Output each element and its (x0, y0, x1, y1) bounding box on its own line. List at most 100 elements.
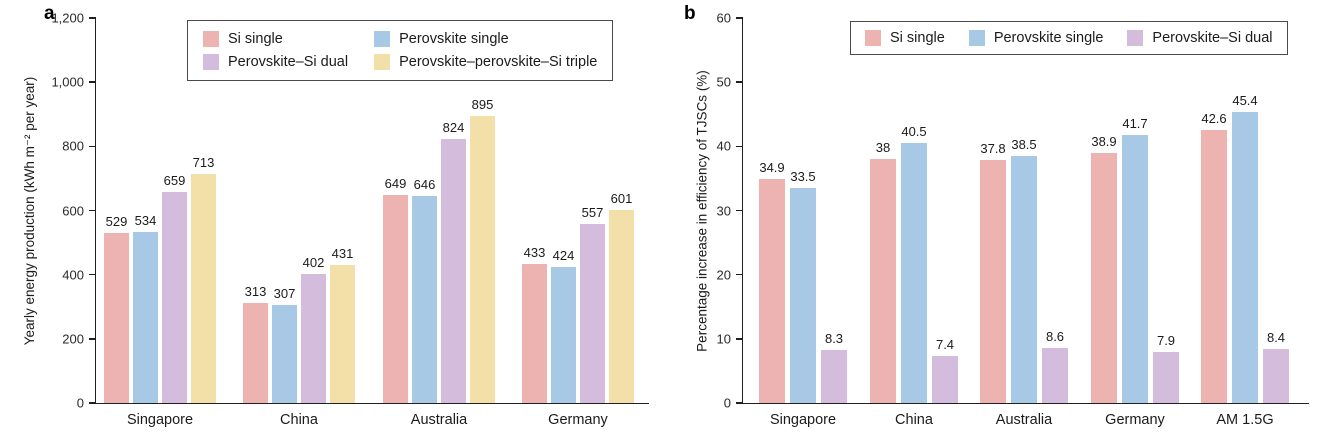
bar-value-label: 38.5 (1011, 136, 1037, 152)
y-tick-label: 50 (716, 74, 731, 90)
category-label: Australia (995, 412, 1053, 428)
bar-value-label: 646 (413, 176, 436, 192)
y-tick-mark (89, 402, 96, 404)
bar (243, 302, 268, 403)
panel-b-letter: b (684, 3, 696, 24)
legend-swatch (203, 31, 219, 47)
bar-value-label: 40.5 (901, 124, 927, 140)
category-label: China (895, 412, 933, 428)
bar-value-label: 557 (581, 205, 604, 221)
category-label: Germany (1105, 412, 1165, 428)
panel-a: a Yearly energy production (kWh m⁻² per … (22, 3, 649, 428)
panel-b-legend: Si single Perovskite single Perovskite–Si … (850, 21, 1288, 55)
bar-value-label: 433 (523, 245, 546, 261)
y-tick-label: 1,200 (51, 10, 84, 26)
bar (759, 179, 785, 403)
bar-value-label: 431 (331, 245, 354, 261)
bar (1011, 155, 1037, 403)
legend-item: Perovskite–Si dual (1127, 30, 1273, 46)
bar (133, 231, 158, 403)
bar-value-label: 534 (134, 212, 157, 228)
bar-value-label: 895 (471, 96, 494, 112)
y-tick-label: 30 (716, 203, 731, 218)
legend-swatch (1127, 30, 1144, 46)
panel-a-y-axis-title: Yearly energy production (kWh m⁻² per ye… (22, 76, 37, 345)
bar-value-label: 313 (244, 283, 267, 299)
bar-value-label: 45.4 (1232, 92, 1258, 108)
bar (470, 115, 495, 403)
y-tick-label: 20 (716, 267, 731, 283)
category-label: China (280, 412, 318, 428)
legend-swatch (374, 31, 391, 47)
legend-swatch (203, 54, 219, 70)
bar (1201, 129, 1227, 403)
y-tick-mark (736, 209, 743, 212)
bar-value-label: 424 (552, 247, 575, 263)
y-tick-mark (89, 273, 96, 276)
category-label: AM 1.5G (1216, 412, 1274, 428)
y-tick-label: 400 (62, 267, 84, 283)
y-tick-mark (736, 273, 743, 276)
bar-value-label: 7.9 (1156, 333, 1176, 349)
legend-label: Perovskite single (399, 31, 509, 47)
bar-value-label: 38.9 (1091, 134, 1117, 150)
bar (1263, 349, 1289, 403)
bar (980, 160, 1006, 403)
bar-value-label: 33.5 (790, 169, 816, 185)
bar-value-label: 37.8 (980, 141, 1006, 157)
y-tick-label: 600 (62, 203, 84, 218)
legend-label: Si single (890, 30, 945, 46)
legend-label: Perovskite–perovskite–Si triple (399, 54, 598, 70)
legend-item: Si single (865, 30, 945, 46)
bar (104, 233, 129, 403)
bar-value-label: 8.3 (824, 330, 844, 346)
bar (901, 143, 927, 403)
y-tick-mark (89, 81, 96, 83)
bar (272, 304, 297, 403)
legend-item: Perovskite single (374, 31, 597, 47)
bar (1153, 352, 1179, 403)
bar (522, 264, 547, 403)
y-tick-mark (89, 145, 96, 148)
y-tick-mark (736, 338, 743, 340)
bar-value-label: 34.9 (759, 160, 785, 176)
bar (383, 194, 408, 403)
bar (551, 266, 576, 403)
y-tick-mark (736, 17, 743, 19)
legend-item: Perovskite single (968, 30, 1103, 46)
bar-value-label: 7.4 (935, 336, 955, 352)
bar-value-label: 402 (302, 255, 325, 271)
y-tick-label: 0 (723, 395, 731, 411)
legend-swatch (865, 30, 881, 46)
y-tick-mark (89, 209, 96, 212)
y-tick-label: 40 (716, 138, 731, 154)
category-label: Singapore (769, 412, 837, 428)
bar-value-label: 42.6 (1201, 110, 1227, 126)
legend-label: Perovskite–Si dual (1152, 30, 1273, 46)
bar-value-label: 659 (163, 172, 186, 188)
y-tick-label: 10 (716, 331, 731, 347)
legend-label: Perovskite–Si dual (228, 54, 349, 70)
category-label: Singapore (126, 412, 194, 428)
legend-swatch (374, 54, 391, 70)
bar (1232, 111, 1258, 403)
bar-value-label: 824 (442, 119, 465, 135)
bar-value-label: 649 (384, 175, 407, 191)
bar (1042, 347, 1068, 403)
bar-value-label: 8.6 (1045, 328, 1065, 344)
category-label: Germany (548, 412, 608, 428)
y-tick-mark (736, 402, 743, 404)
panel-a-letter: a (44, 3, 55, 24)
y-tick-mark (736, 145, 743, 148)
y-tick-label: 200 (62, 331, 84, 347)
y-tick-label: 60 (716, 10, 731, 26)
bar (790, 188, 816, 403)
bar (1122, 135, 1148, 403)
bar (609, 210, 634, 403)
bar (821, 349, 847, 403)
bar (330, 264, 355, 403)
panel-b-y-axis-title: Percentage increase in efficiency of TJS… (694, 69, 710, 352)
bar-value-label: 41.7 (1122, 116, 1148, 132)
panel-b-plot-area: 0 10 20 30 40 50 60 34.9 33.5 8.3 Singapore 38 40.5 7… (717, 11, 1309, 428)
